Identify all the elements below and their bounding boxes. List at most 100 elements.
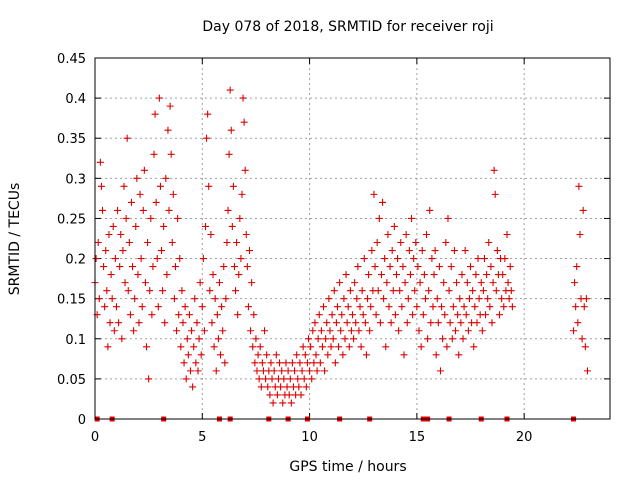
data-point [267,359,275,367]
data-point [328,311,336,319]
data-point [479,287,487,295]
data-point [482,311,490,319]
data-point [463,279,471,287]
data-point [487,263,495,271]
data-points [91,86,591,422]
data-point [456,295,464,303]
data-point [184,351,192,359]
data-point [207,230,215,238]
data-point [506,263,514,271]
data-point [335,343,343,351]
data-point [461,247,469,255]
data-point [237,255,245,263]
data-point [283,383,291,391]
data-point [400,351,408,359]
data-point [341,335,349,343]
data-point [581,343,589,351]
data-point [490,166,498,174]
data-point [375,214,383,222]
data-point [313,367,321,375]
data-point [149,263,157,271]
data-point [306,367,314,375]
data-point [188,327,196,335]
data-point [445,287,453,295]
data-point [469,287,477,295]
data-point [199,255,207,263]
x-tick-label: 0 [91,430,99,445]
data-point [103,287,111,295]
data-point [325,295,333,303]
data-point [181,303,189,311]
data-point [352,319,360,327]
data-point [236,214,244,222]
data-point [178,287,186,295]
data-point [169,190,177,198]
data-point [125,239,133,247]
data-point [102,247,110,255]
data-point [196,279,204,287]
data-point [582,295,590,303]
data-point [484,295,492,303]
data-point [171,263,179,271]
data-point [371,263,379,271]
data-point [218,303,226,311]
data-point [270,367,278,375]
data-point [354,263,362,271]
data-point [336,279,344,287]
data-point [115,319,123,327]
data-point [111,255,119,263]
data-point [108,295,116,303]
data-point [367,303,375,311]
data-point [163,271,171,279]
data-point [416,279,424,287]
data-point [503,230,511,238]
data-point [426,206,434,214]
data-point [192,359,200,367]
data-point [105,230,113,238]
data-point [138,303,146,311]
data-point [315,311,323,319]
data-point [372,311,380,319]
data-point [366,327,374,335]
data-point [338,311,346,319]
data-point [273,391,281,399]
data-point [143,343,150,351]
data-point [238,190,246,198]
data-point [464,327,472,335]
x-tick-label: 15 [409,430,426,445]
data-point [361,319,369,327]
data-point [478,327,486,335]
data-point [423,230,431,238]
data-point [243,263,251,271]
data-point [280,375,288,383]
data-point [381,255,389,263]
data-point [460,303,468,311]
data-point [239,94,247,102]
data-point [358,287,366,295]
data-point [340,295,348,303]
data-point [96,158,104,166]
data-point [150,150,158,158]
data-point [573,263,581,271]
data-point [197,351,205,359]
data-point [431,247,439,255]
data-point [247,327,255,335]
data-point [440,279,448,287]
y-tick-label: 0 [78,413,86,428]
data-point [131,295,139,303]
data-point [397,239,405,247]
data-point [434,319,442,327]
data-point [135,319,143,327]
data-point [379,198,387,206]
data-point [337,327,345,335]
data-point [572,303,580,311]
data-point [100,263,108,271]
data-point [302,383,310,391]
data-point [133,174,141,182]
data-point [117,230,125,238]
data-point [327,343,335,351]
data-point [355,327,363,335]
data-point [389,287,397,295]
data-point [301,351,309,359]
